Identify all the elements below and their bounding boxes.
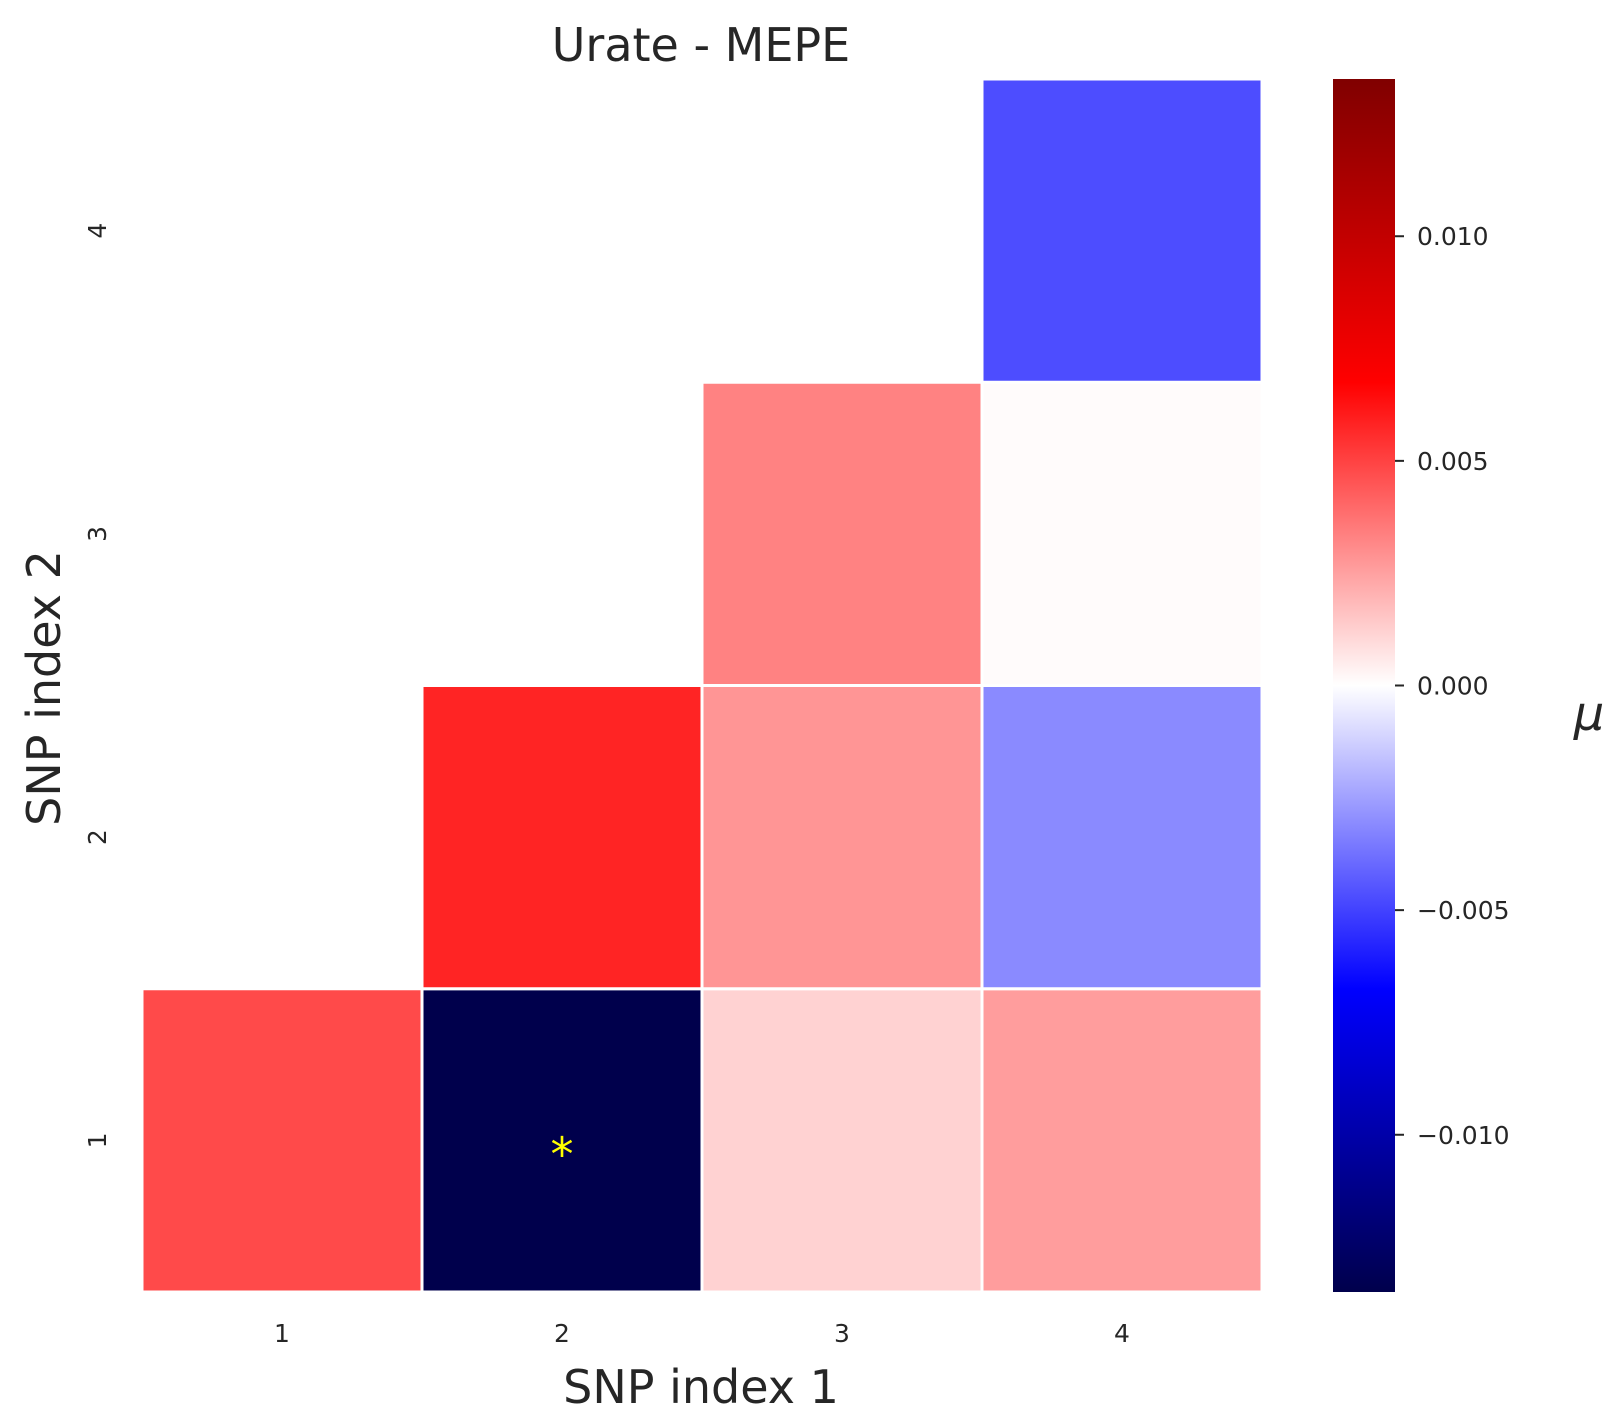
colorbar-tick-label: 0.010 — [1417, 222, 1489, 251]
heatmap-cell-4-2 — [980, 684, 1264, 991]
colorbar-tick-label: 0.005 — [1417, 447, 1489, 476]
y-axis-label: SNP index 2 — [17, 550, 71, 826]
x-tick-label-2: 2 — [554, 1319, 570, 1348]
heatmap-cell-3-1 — [700, 987, 984, 1294]
x-tick-labels: 1 2 3 4 — [274, 1319, 1130, 1348]
heatmap-cell-4-1 — [980, 987, 1264, 1294]
x-axis-label: SNP index 1 — [563, 1360, 839, 1414]
colorbar-tick-label: −0.005 — [1417, 896, 1510, 925]
y-tick-label-4: 4 — [83, 223, 112, 239]
significance-markers: * — [551, 1127, 574, 1181]
significance-marker-2-1: * — [551, 1127, 574, 1181]
heatmap-cell-4-3 — [980, 380, 1264, 687]
x-tick-label-3: 3 — [834, 1319, 850, 1348]
chart-title: Urate - MEPE — [552, 18, 851, 72]
heatmap-cell-4-4 — [980, 77, 1264, 384]
heatmap-cell-1-1 — [140, 987, 424, 1294]
heatmap-cell-3-3 — [700, 380, 984, 687]
y-tick-label-1: 1 — [83, 1132, 112, 1148]
heatmap-cell-2-1 — [420, 987, 704, 1294]
y-tick-labels: 1 2 3 4 — [83, 223, 112, 1149]
heatmap-cells — [140, 77, 1264, 1294]
heatmap-cell-2-2 — [420, 684, 704, 991]
colorbar — [1333, 79, 1395, 1292]
x-tick-label-4: 4 — [1114, 1319, 1130, 1348]
y-tick-label-2: 2 — [83, 829, 112, 845]
y-tick-label-3: 3 — [83, 526, 112, 542]
heatmap-cell-3-2 — [700, 684, 984, 991]
x-tick-label-1: 1 — [274, 1319, 290, 1348]
colorbar-tick-label: −0.010 — [1417, 1121, 1510, 1150]
colorbar-ticks: 0.010 0.005 0.000 −0.005 −0.010 — [1395, 222, 1510, 1150]
colorbar-label: μ — [1573, 686, 1605, 742]
colorbar-tick-label: 0.000 — [1417, 672, 1489, 701]
